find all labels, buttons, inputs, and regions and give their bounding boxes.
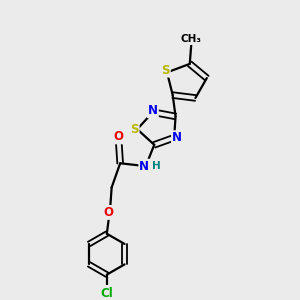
Text: O: O [104,206,114,219]
Text: N: N [148,104,158,117]
Text: H: H [152,160,161,171]
Text: S: S [130,123,139,136]
Text: CH₃: CH₃ [181,34,202,44]
Text: O: O [114,130,124,143]
Text: N: N [139,160,149,172]
Text: Cl: Cl [100,287,113,300]
Text: S: S [161,64,170,76]
Text: N: N [172,131,182,144]
